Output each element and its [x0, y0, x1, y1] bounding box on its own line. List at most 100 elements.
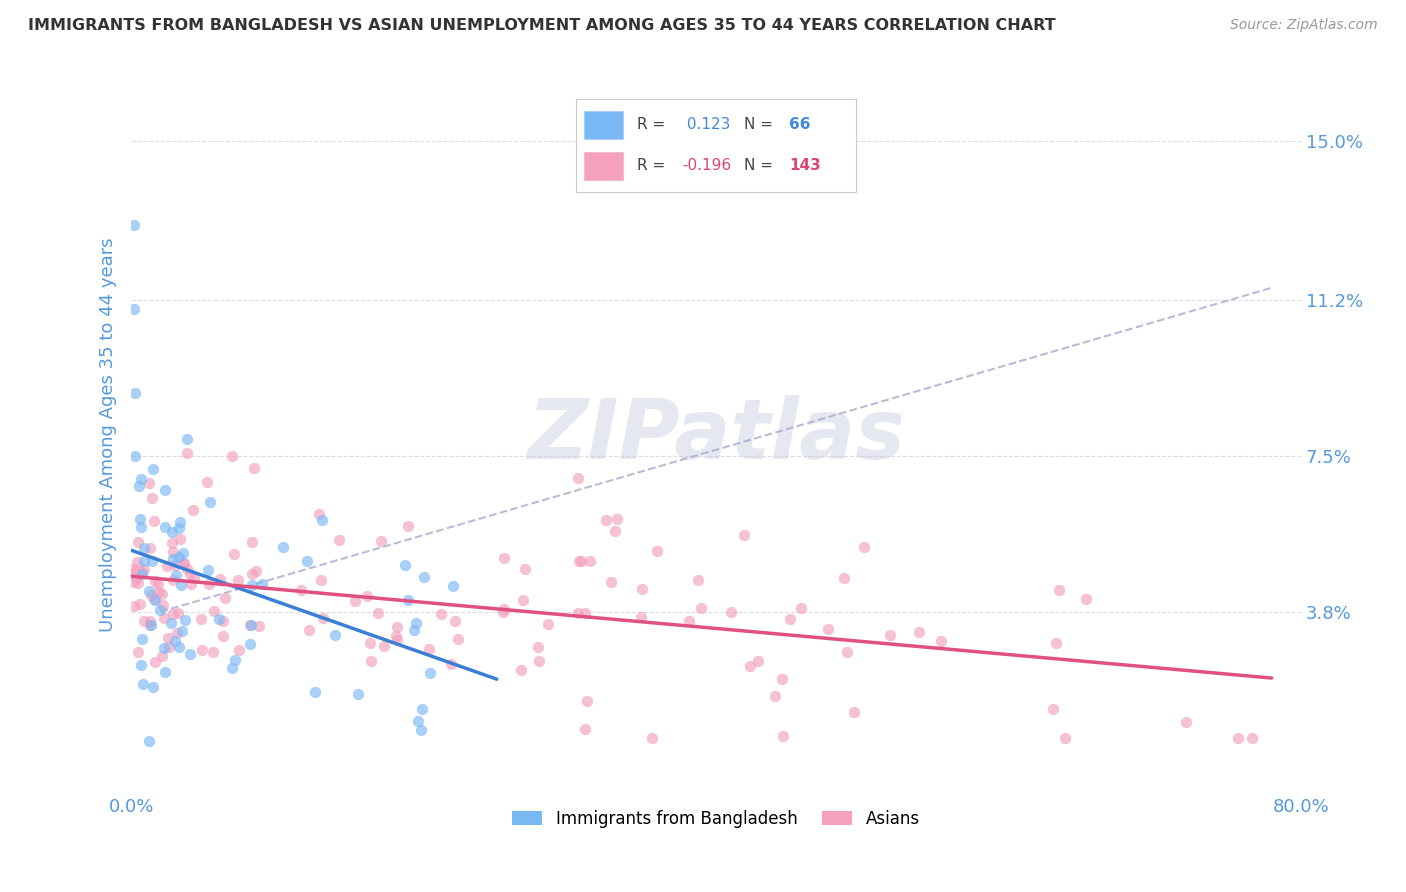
Point — [574, 722, 596, 736]
Point — [1045, 636, 1067, 650]
Point — [447, 632, 470, 646]
Point — [228, 642, 250, 657]
Point — [129, 472, 152, 486]
Point — [347, 687, 370, 701]
Point — [169, 578, 191, 592]
Point — [510, 663, 533, 677]
Point — [430, 607, 453, 621]
Point — [162, 607, 184, 622]
Point — [576, 694, 599, 708]
Point — [1053, 731, 1076, 745]
Point — [603, 524, 626, 539]
Point — [129, 519, 152, 533]
Point — [444, 615, 467, 629]
Point — [441, 578, 464, 592]
Point — [852, 540, 875, 554]
Point — [128, 597, 150, 611]
Point — [142, 462, 165, 476]
Point — [149, 603, 172, 617]
Point — [122, 575, 145, 590]
Text: ZIPatlas: ZIPatlas — [527, 394, 905, 475]
Point — [344, 593, 367, 607]
Point — [574, 606, 596, 620]
Point — [139, 618, 162, 632]
Point — [131, 566, 153, 580]
Point — [1042, 701, 1064, 715]
Point — [156, 631, 179, 645]
Point — [513, 562, 536, 576]
Point — [134, 615, 156, 629]
Point — [138, 584, 160, 599]
Point — [273, 540, 295, 554]
Point — [179, 647, 201, 661]
Point — [197, 563, 219, 577]
Point — [832, 571, 855, 585]
Point — [208, 572, 231, 586]
Point — [406, 714, 429, 728]
Y-axis label: Unemployment Among Ages 35 to 44 years: Unemployment Among Ages 35 to 44 years — [100, 238, 117, 632]
Point — [526, 640, 548, 654]
Point — [240, 578, 263, 592]
Point — [356, 590, 378, 604]
Point — [176, 433, 198, 447]
Point — [127, 644, 149, 658]
Point — [127, 534, 149, 549]
Point — [143, 593, 166, 607]
Point — [160, 524, 183, 539]
Point — [298, 623, 321, 637]
Point — [243, 461, 266, 475]
Point — [139, 588, 162, 602]
Point — [141, 554, 163, 568]
Point — [297, 554, 319, 568]
Point — [138, 476, 160, 491]
Point — [239, 618, 262, 632]
Point — [418, 642, 440, 657]
Point — [360, 654, 382, 668]
Point — [143, 655, 166, 669]
Point — [132, 554, 155, 568]
Point — [155, 483, 177, 497]
Point — [148, 577, 170, 591]
Point — [131, 567, 153, 582]
Point — [125, 571, 148, 585]
Point — [169, 516, 191, 530]
Point — [240, 567, 263, 582]
Point — [179, 567, 201, 582]
Point — [733, 528, 755, 542]
Point — [595, 513, 617, 527]
Point — [404, 623, 426, 637]
Point — [148, 584, 170, 599]
Point — [579, 554, 602, 568]
Point — [385, 620, 408, 634]
Point — [150, 649, 173, 664]
Point — [142, 681, 165, 695]
Point — [191, 643, 214, 657]
Point — [129, 658, 152, 673]
Point — [1174, 714, 1197, 729]
Point — [128, 478, 150, 492]
Point — [419, 666, 441, 681]
Point — [600, 574, 623, 589]
Point — [678, 614, 700, 628]
Point — [157, 640, 180, 654]
Legend: Immigrants from Bangladesh, Asians: Immigrants from Bangladesh, Asians — [506, 803, 927, 834]
Point — [370, 533, 392, 548]
Point — [359, 636, 381, 650]
Point — [132, 541, 155, 555]
Point — [240, 535, 263, 549]
Point — [373, 640, 395, 654]
Text: Source: ZipAtlas.com: Source: ZipAtlas.com — [1230, 18, 1378, 32]
Point — [396, 519, 419, 533]
Point — [571, 554, 593, 568]
Point — [239, 618, 262, 632]
Point — [165, 568, 187, 582]
Point — [153, 520, 176, 534]
Point — [160, 615, 183, 630]
Point — [537, 617, 560, 632]
Point — [1226, 731, 1249, 745]
Point — [290, 582, 312, 597]
Point — [908, 624, 931, 639]
Point — [309, 574, 332, 588]
Point — [122, 301, 145, 316]
Point — [165, 558, 187, 573]
